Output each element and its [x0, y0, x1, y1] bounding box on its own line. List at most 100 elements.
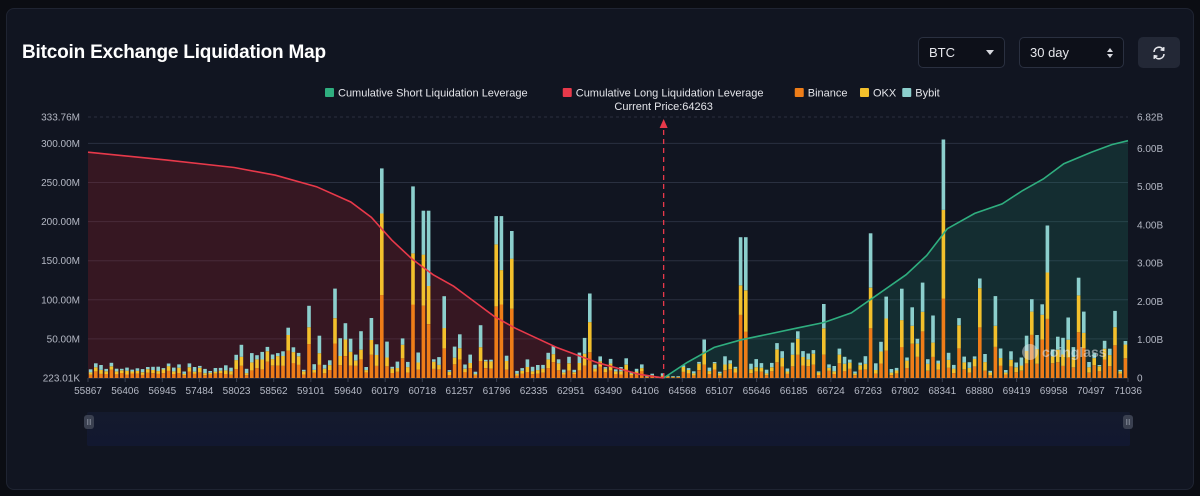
refresh-button[interactable] — [1138, 37, 1180, 68]
x-tick-label: 58562 — [260, 386, 288, 397]
bar-binance — [894, 373, 899, 378]
bar-binance — [624, 369, 628, 378]
bar-binance — [520, 373, 524, 378]
bar-okx — [671, 376, 675, 378]
range-slider[interactable] — [87, 412, 1130, 446]
bar-okx — [395, 368, 400, 372]
y-right-tick-label: 6.00B — [1137, 144, 1163, 155]
bar-binance — [863, 369, 868, 378]
bar-okx — [338, 355, 342, 366]
bar-okx — [276, 356, 280, 366]
bar-binance — [1071, 367, 1076, 378]
bar-binance — [1019, 370, 1024, 378]
bar-binance — [785, 373, 790, 378]
bar-bybit — [614, 369, 618, 372]
bar-okx — [296, 356, 301, 365]
slider-handle-right[interactable]: II — [1123, 415, 1133, 429]
bar-bybit — [946, 352, 951, 360]
bar-okx — [681, 367, 686, 372]
bar-bybit — [447, 370, 452, 372]
x-tick-label: 59640 — [334, 386, 362, 397]
bar-binance — [1050, 363, 1055, 378]
bar-bybit — [645, 376, 649, 377]
period-select-value: 30 day — [1030, 45, 1070, 60]
bar-binance — [333, 343, 337, 378]
bar-bybit — [312, 364, 316, 370]
bar-bybit — [499, 216, 504, 271]
bar-binance — [1097, 371, 1102, 378]
legend-swatch — [562, 88, 572, 97]
bar-okx — [166, 366, 171, 371]
bar-binance — [749, 373, 753, 378]
bar-bybit — [744, 237, 748, 291]
chart-panel — [6, 8, 1194, 490]
bar-okx — [1087, 367, 1091, 373]
bar-okx — [785, 371, 790, 374]
bar-bybit — [551, 346, 556, 355]
bar-bybit — [931, 315, 935, 343]
bar-binance — [452, 364, 457, 378]
bar-okx — [666, 376, 670, 377]
bar-bybit — [172, 367, 176, 372]
bar-okx — [1082, 332, 1086, 348]
bar-bybit — [884, 296, 888, 319]
bar-binance — [348, 365, 353, 378]
bar-okx — [749, 369, 753, 374]
bar-okx — [182, 373, 186, 376]
bar-okx — [723, 364, 727, 371]
bar-binance — [629, 375, 634, 378]
bar-binance — [447, 375, 452, 378]
bar-okx — [463, 368, 467, 373]
bar-okx — [1014, 367, 1018, 373]
bar-okx — [1004, 372, 1008, 375]
x-tick-label: 60179 — [371, 386, 399, 397]
coin-select[interactable]: BTC — [918, 37, 1005, 68]
bar-binance — [551, 362, 556, 378]
bar-binance — [796, 354, 800, 378]
bar-binance — [874, 373, 878, 378]
bar-bybit — [692, 371, 696, 374]
bar-bybit — [525, 359, 530, 367]
bar-binance — [135, 373, 140, 378]
bar-bybit — [624, 358, 628, 365]
period-select[interactable]: 30 day — [1019, 37, 1124, 68]
bar-okx — [224, 370, 228, 374]
bar-bybit — [1082, 311, 1086, 333]
bar-okx — [874, 370, 878, 374]
bar-binance — [957, 348, 961, 378]
bar-binance — [177, 373, 181, 378]
bar-bybit — [364, 367, 368, 371]
bar-bybit — [120, 368, 124, 371]
bar-bybit — [520, 368, 524, 371]
slider-handle-left[interactable]: II — [84, 415, 94, 429]
bar-binance — [754, 371, 758, 378]
bar-bybit — [640, 364, 644, 369]
y-axis-right: 0 1.00B 2.00B 3.00B 4.00B 5.00B 6.00B 6.82B — [1137, 113, 1163, 385]
bar-binance — [224, 373, 228, 378]
watermark-text: coinglass — [1042, 344, 1107, 360]
bar-okx — [369, 340, 374, 355]
bar-binance — [827, 370, 831, 378]
bar-binance — [848, 368, 852, 378]
bar-okx — [790, 354, 795, 367]
bar-okx — [978, 288, 982, 328]
bar-okx — [853, 373, 857, 376]
bar-binance — [993, 346, 998, 378]
bar-binance — [1076, 332, 1081, 378]
watermark: coinglass — [1022, 344, 1107, 360]
bar-bybit — [302, 369, 306, 372]
bar-binance — [374, 365, 379, 378]
x-tick-label: 68341 — [928, 386, 956, 397]
bar-bybit — [182, 371, 186, 374]
bar-okx — [837, 354, 842, 364]
bar-bybit — [593, 364, 597, 369]
bar-bybit — [437, 357, 441, 365]
bar-binance — [728, 369, 732, 378]
bar-bybit — [333, 288, 337, 319]
bar-bybit — [660, 373, 665, 376]
bar-bybit — [421, 210, 426, 255]
bar-bybit — [416, 352, 420, 363]
bar-okx — [406, 367, 410, 373]
bar-bybit — [738, 237, 743, 286]
bar-okx — [468, 363, 472, 369]
